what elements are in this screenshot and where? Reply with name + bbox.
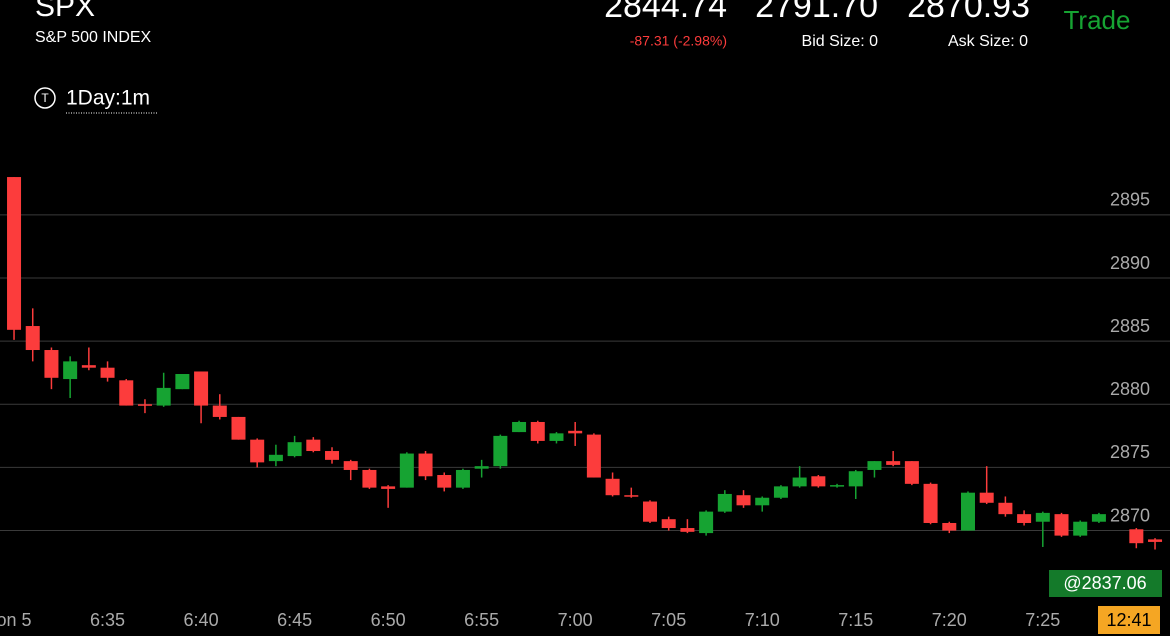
candle-body (399, 453, 414, 488)
candle-body (923, 483, 938, 523)
bid-price: 2791.70 (755, 0, 878, 25)
interval[interactable]: 1Day:1m (66, 87, 150, 110)
candle-body (231, 416, 246, 440)
candle-body (736, 495, 751, 506)
interval-icon (34, 87, 56, 109)
candle-body (643, 501, 657, 522)
candle-body (343, 461, 358, 470)
x-tick-label: 6:35 (90, 610, 125, 630)
time-tag-box (1098, 606, 1160, 634)
x-tick-label: 6:40 (184, 610, 219, 630)
candle-body (530, 421, 545, 441)
y-tick-label: 2890 (1110, 253, 1150, 273)
candle-body (418, 453, 433, 477)
trade-button[interactable]: Trade (1064, 5, 1131, 35)
candle-body (960, 492, 975, 531)
price-tag-box (1049, 570, 1162, 597)
candle-body (624, 495, 639, 497)
x-tick-label: 6:45 (277, 610, 312, 630)
candle-body (250, 439, 265, 463)
x-tick-label: on 5 (0, 610, 32, 630)
candle-body (1129, 529, 1144, 544)
candle-body (1148, 539, 1163, 542)
symbol-name: S&P 500 INDEX (35, 29, 152, 46)
last-price: 2844.74 (604, 0, 727, 25)
symbol: SPX (35, 0, 95, 23)
y-tick-label: 2895 (1110, 190, 1150, 210)
x-tick-label: 7:20 (932, 610, 967, 630)
y-tick-label: 2870 (1110, 505, 1150, 525)
candle-body (306, 439, 321, 452)
interval-icon-letter: T (41, 91, 49, 105)
x-tick-label: 7:00 (558, 610, 593, 630)
interval-selector[interactable]: T 1Day:1m (34, 87, 158, 114)
candle-body (25, 326, 40, 351)
x-tick-label: 6:50 (371, 610, 406, 630)
y-tick-label: 2875 (1110, 442, 1150, 462)
candle-body (381, 486, 396, 489)
candle-body (194, 371, 209, 406)
candle-body (755, 497, 770, 506)
candle-body (512, 421, 527, 433)
candle-body (63, 361, 78, 380)
x-tick-label: 7:15 (838, 610, 873, 630)
candle-body (830, 485, 845, 487)
x-tick-label: 7:10 (745, 610, 780, 630)
candle-body (362, 469, 377, 488)
candle-body (437, 475, 452, 488)
x-tick-label: 7:05 (651, 610, 686, 630)
bid-size: Bid Size: 0 (802, 33, 879, 50)
candle-body (680, 528, 695, 532)
candle-body (811, 476, 826, 487)
candle-body (493, 435, 508, 467)
candle-body (7, 177, 22, 330)
candle-body (998, 502, 1013, 515)
candle-body (942, 522, 957, 531)
candle-body (792, 477, 807, 487)
candle-body (605, 478, 620, 496)
candle-body (867, 461, 882, 470)
candle-body (81, 365, 96, 368)
candle-body (1073, 521, 1088, 536)
change: -87.31 (-2.98%) (630, 33, 727, 49)
candle-body (848, 471, 863, 487)
candle-body (287, 442, 302, 457)
candle-body (1017, 514, 1032, 523)
candle-body (979, 492, 994, 503)
time-tag: 12:41 (1106, 610, 1151, 630)
candle-body (699, 511, 714, 534)
candle-body (549, 433, 564, 441)
candle-body (325, 451, 340, 460)
candle-body (212, 405, 227, 417)
candle-body (268, 454, 283, 462)
price-tag: @2837.06 (1063, 573, 1146, 593)
candle-body (904, 461, 919, 484)
ask-size: Ask Size: 0 (948, 33, 1028, 50)
candle-body (886, 461, 901, 465)
y-tick-label: 2885 (1110, 316, 1150, 336)
candle-body (455, 469, 470, 488)
candle-body (568, 430, 583, 434)
candle-body (175, 374, 190, 390)
candle-body (100, 367, 115, 378)
candle-body (661, 519, 676, 529)
candle-body (1035, 512, 1050, 522)
ask-price: 2870.93 (907, 0, 1030, 25)
x-tick-label: 6:55 (464, 610, 499, 630)
candle-body (44, 350, 59, 378)
candle-body (156, 387, 171, 406)
candle-body (773, 486, 788, 498)
candle-body (1091, 514, 1106, 522)
candle-body (137, 404, 152, 406)
candle-body (119, 380, 134, 406)
candle-body (586, 434, 601, 478)
y-tick-label: 2880 (1110, 379, 1150, 399)
candle-body (717, 493, 732, 512)
candle-body (474, 466, 489, 469)
x-tick-label: 7:25 (1025, 610, 1060, 630)
candle-body (1054, 514, 1069, 536)
